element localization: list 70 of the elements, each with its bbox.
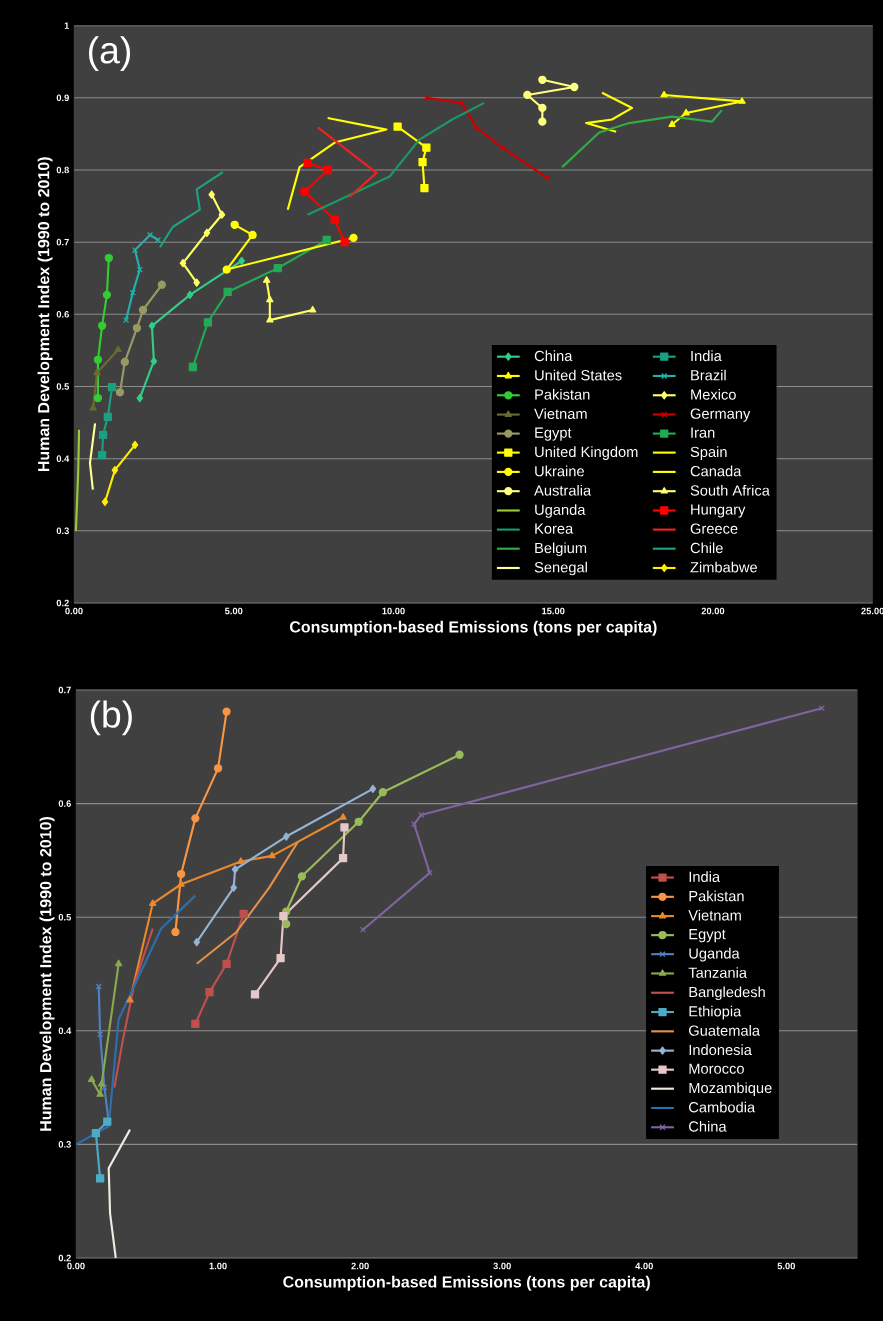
legend-label: South Africa [690,484,770,496]
legend-label: Morocco [689,1063,745,1074]
legend-label: Vietnam [688,909,741,921]
legend-label: Cambodia [689,1101,756,1113]
legend-label: Uganda [535,504,586,518]
legend-label: Canada [690,465,742,477]
x-tick-label: 5.00 [777,1262,796,1270]
legend-label: Spain [690,446,727,460]
x-tick-label: 1.00 [209,1262,227,1270]
x-tick-label: 15.00 [542,607,565,615]
x-axis-title: Consumption-based Emissions (tons per capita) [283,1275,651,1291]
legend-label: Egypt [689,929,726,943]
annotation: (b) [90,700,132,736]
legend-label: Iran [691,427,715,438]
y-tick-label: 1 [64,22,70,29]
y-tick-label: 0.7 [58,686,71,694]
legend-label: Ukraine [535,465,585,477]
x-tick-label: 3.00 [493,1262,511,1270]
x-tick-label: 5.00 [225,607,243,615]
legend-label: Guatemala [689,1025,761,1036]
legend-label: Pakistan [535,388,590,400]
legend-label: Tanzania [688,967,748,978]
y-axis-title: Human Development Index (1990 to 2010) [37,157,53,472]
legend-label: Germany [690,408,751,422]
legend-label: Indonesia [689,1044,752,1056]
legend-label: Pakistan [689,890,744,902]
legend-label: Bangledesh [689,986,765,1001]
y-tick-label: 0.9 [56,94,70,102]
legend-label: United Kingdom [535,446,638,460]
legend-label: Senegal [534,561,588,576]
legend-label: Zimbabwe [690,561,758,573]
y-tick-label: 0.3 [58,1141,72,1148]
y-tick-label: 0.4 [58,1027,72,1035]
y-tick-label: 0.5 [58,913,72,921]
annotation: (a) [89,36,131,71]
legend-label: Vietnam [534,408,587,420]
legend-label: Greece [690,523,738,534]
x-tick-label: 20.00 [701,607,725,615]
legend-label: United States [535,369,622,381]
legend-label: Belgium [535,542,587,557]
legend-label: Brazil [691,369,726,381]
y-tick-label: 0.6 [56,311,70,318]
y-tick-label: 0.6 [58,800,72,807]
legend-label: Australia [534,484,592,496]
legend-label: Uganda [689,947,740,962]
x-tick-label: 0.00 [65,607,83,615]
legend-label: Korea [535,523,574,534]
y-axis-title: Human Development Index (1990 to 2010) [39,816,55,1131]
y-tick-label: 0.2 [58,1254,72,1262]
y-tick-label: 0.8 [56,166,70,174]
legend-label: China [534,350,573,362]
y-tick-label: 0.3 [56,527,70,535]
legend-label: China [689,1120,727,1132]
x-tick-label: 0.00 [67,1262,85,1270]
x-tick-label: 10.00 [382,607,405,615]
legend-label: Egypt [535,427,572,441]
legend-label: India [689,871,721,882]
legend-label: Hungary [691,504,746,518]
y-tick-label: 0.5 [56,383,70,390]
legend-label: Mozambique [689,1082,772,1097]
y-tick-label: 0.4 [56,455,70,462]
legend-label: Ethiopia [689,1005,742,1020]
x-tick-label: 2.00 [351,1262,369,1270]
legend-label: Chile [690,542,723,554]
x-tick-label: 4.00 [635,1262,654,1270]
legend-label: Mexico [691,388,736,400]
y-tick-label: 0.7 [56,238,69,246]
x-axis-title: Consumption-based Emissions (tons per capita) [290,620,657,636]
y-tick-label: 0.2 [56,599,70,607]
legend-label: India [691,350,722,362]
